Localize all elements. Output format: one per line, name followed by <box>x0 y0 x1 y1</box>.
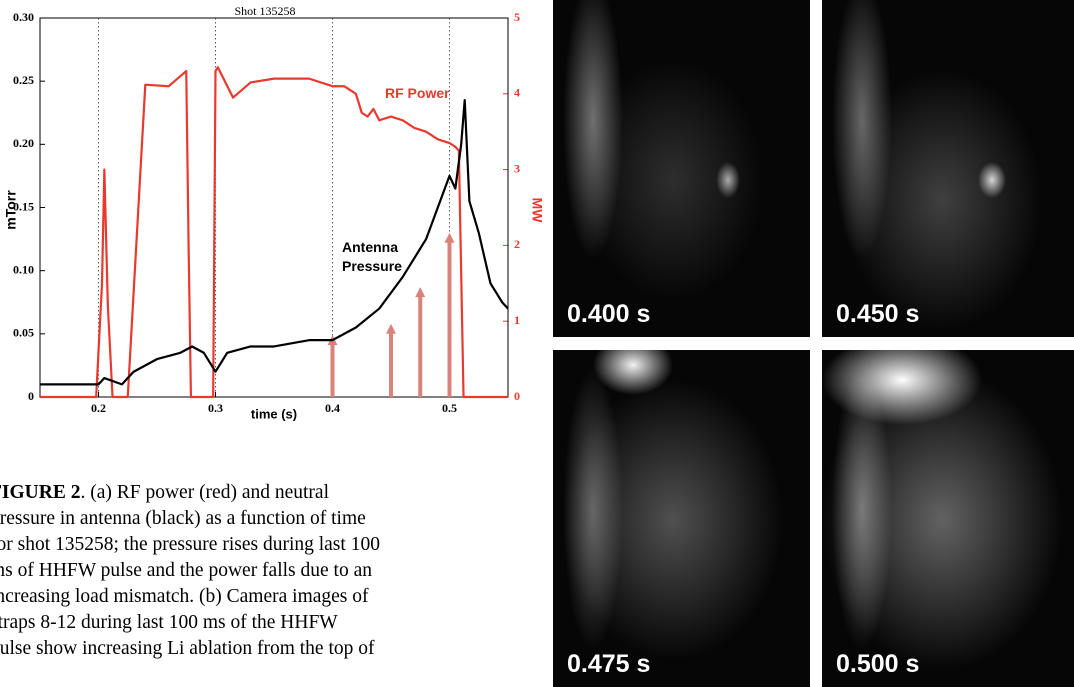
caption-line: ms of HHFW pulse and the power falls due… <box>0 558 535 584</box>
image-glow <box>553 0 810 337</box>
caption-text: straps 8-12 during last 100 ms of the HH… <box>0 612 338 633</box>
camera-image: 0.450 s <box>822 0 1074 337</box>
x-tick-label: 0.3 <box>208 401 223 415</box>
image-glow <box>822 350 1074 687</box>
plot-frame <box>39 17 509 398</box>
caption-text: . (a) RF power (red) and neutral <box>80 482 329 503</box>
caption-line: straps 8-12 during last 100 ms of the HH… <box>0 610 535 636</box>
y-tick-label: 0.05 <box>13 326 34 340</box>
caption-text: for shot 135258; the pressure rises duri… <box>0 534 380 555</box>
image-glow <box>553 350 810 687</box>
arrow-head <box>415 287 426 298</box>
series-label: RF Power <box>385 85 450 101</box>
y-tick-label: 0.10 <box>13 262 34 276</box>
caption-line: pressure in antenna (black) as a functio… <box>0 506 535 532</box>
y2-tick-label: 5 <box>514 10 520 24</box>
image-label: 0.500 s <box>836 650 920 678</box>
y-tick-label: 0.20 <box>13 136 34 150</box>
image-glow <box>822 0 1074 337</box>
x-tick-label: 0.2 <box>91 401 106 415</box>
y-tick-label: 0.15 <box>13 199 34 213</box>
caption-text: ms of HHFW pulse and the power falls due… <box>0 560 372 581</box>
y-tick-label: 0 <box>28 389 34 403</box>
y2-axis-label: MW <box>529 198 545 224</box>
caption-text: pressure in antenna (black) as a functio… <box>0 508 366 529</box>
image-label: 0.400 s <box>567 300 651 328</box>
y-tick-label: 0.25 <box>13 73 34 87</box>
series-line <box>40 66 508 399</box>
x-axis-label: time (s) <box>251 406 297 421</box>
series-line <box>40 99 509 386</box>
camera-image: 0.475 s <box>553 350 810 687</box>
y-axis-label: mTorr <box>3 190 19 230</box>
caption-line: for shot 135258; the pressure rises duri… <box>0 532 535 558</box>
y2-tick-label: 0 <box>514 389 520 403</box>
arrow-head <box>444 232 455 243</box>
caption-text: pulse show increasing Li ablation from t… <box>0 638 375 659</box>
x-tick-label: 0.5 <box>442 401 457 415</box>
image-label: 0.450 s <box>836 300 920 328</box>
y2-tick-label: 1 <box>514 313 520 327</box>
caption-label: FIGURE 2 <box>0 482 81 503</box>
caption-text: increasing load mismatch. (b) Camera ima… <box>0 586 369 607</box>
y-tick-label: 0.30 <box>13 10 34 24</box>
caption: FIGURE 2. (a) RF power (red) and neutral… <box>0 480 535 662</box>
y2-tick-label: 3 <box>514 161 520 175</box>
camera-image: 0.400 s <box>553 0 810 337</box>
arrow-head <box>386 323 396 334</box>
chart: Shot 135258 time (s) mTorr MW 0.2 0.3 0.4 0… <box>3 4 545 422</box>
y2-tick-label: 4 <box>514 86 520 100</box>
series-label: Antenna Pressure <box>342 239 402 274</box>
caption-line: pulse show increasing Li ablation from t… <box>0 636 535 662</box>
caption-line: FIGURE 2. (a) RF power (red) and neutral <box>0 480 535 506</box>
camera-image: 0.500 s <box>822 350 1074 687</box>
image-label: 0.475 s <box>567 650 651 678</box>
y2-tick-label: 2 <box>514 237 520 251</box>
chart-title: Shot 135258 <box>234 4 295 18</box>
x-tick-label: 0.4 <box>325 401 340 415</box>
caption-line: increasing load mismatch. (b) Camera ima… <box>0 584 535 610</box>
